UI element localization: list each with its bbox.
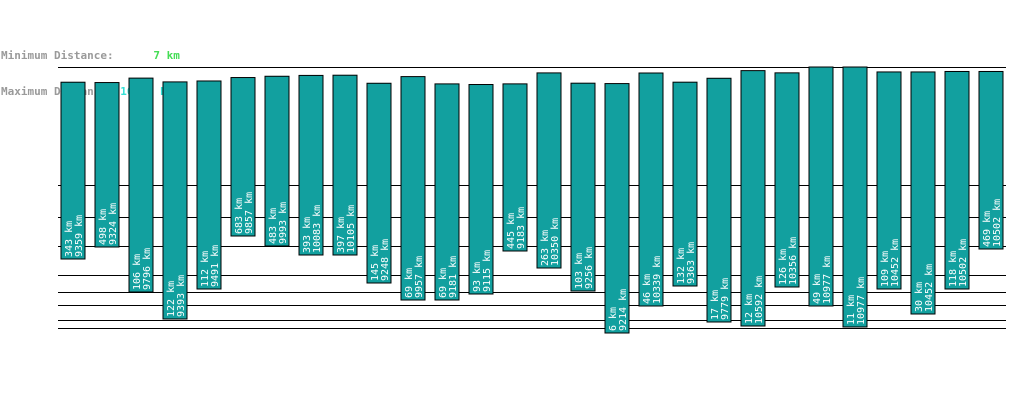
bar-label-primary: 9324 km (108, 203, 119, 245)
bar-label-primary: 10592 km (754, 276, 765, 324)
bar-label-primary: 10977 km (822, 256, 833, 304)
bar (196, 80, 222, 290)
bar (230, 77, 256, 237)
bar-label-secondary: 112 km (200, 251, 211, 287)
bar (910, 71, 936, 315)
bar-label-primary: 9993 km (278, 202, 289, 244)
bar-label-primary: 10452 km (924, 264, 935, 312)
bar-label-primary: 9183 km (516, 207, 527, 249)
bar-label-secondary: 17 km (710, 290, 721, 320)
bar-label-secondary: 263 km (540, 230, 551, 266)
bar (366, 82, 392, 284)
bar-label-primary: 10350 km (550, 218, 561, 266)
bar (842, 66, 868, 328)
bar-label-primary: 10339 km (652, 256, 663, 304)
bar (162, 81, 188, 320)
bar-label-primary: 10083 km (312, 205, 323, 253)
bar-label-primary: 10502 km (958, 239, 969, 287)
bar-label-primary: 9181 km (448, 256, 459, 298)
bar-label-primary: 9256 km (584, 247, 595, 289)
bar-label-secondary: 118 km (948, 251, 959, 287)
bar-label-secondary: 11 km (846, 295, 857, 325)
bar-label-secondary: 483 km (268, 208, 279, 244)
bar (638, 72, 664, 307)
bar-label-secondary: 106 km (132, 254, 143, 290)
bar-label-secondary: 109 km (880, 251, 891, 287)
bar-label-primary: 10105 km (346, 205, 357, 253)
bar (264, 75, 290, 247)
bar (604, 83, 630, 334)
bar-label-secondary: 122 km (166, 281, 177, 317)
bar-label-primary: 9779 km (720, 278, 731, 320)
bar-label-secondary: 343 km (64, 221, 75, 257)
bar-label-secondary: 132 km (676, 248, 687, 284)
bar (706, 77, 732, 323)
bar-label-secondary: 69 km (404, 268, 415, 298)
bar (60, 81, 86, 260)
bar (400, 76, 426, 301)
bar (94, 82, 120, 248)
bar-label-primary: 10502 km (992, 199, 1003, 247)
bar (434, 83, 460, 301)
bar-label-secondary: 145 km (370, 245, 381, 281)
bar (672, 81, 698, 287)
bar-label-secondary: 469 km (982, 211, 993, 247)
bar (774, 72, 800, 288)
bar (570, 82, 596, 292)
bar-label-secondary: 93 km (472, 262, 483, 292)
bar-label-secondary: 69 km (438, 268, 449, 298)
bar (944, 70, 970, 290)
bar-label-primary: 9359 km (74, 215, 85, 257)
bar-label-secondary: 30 km (914, 282, 925, 312)
min-distance-value: 7 km (153, 49, 180, 62)
bar-label-secondary: 393 km (302, 217, 313, 253)
bar (332, 74, 358, 256)
bar (978, 70, 1004, 250)
bar-label-secondary: 46 km (642, 274, 653, 304)
min-distance-row: Minimum Distance: 7 km (1, 50, 180, 62)
bar (536, 72, 562, 269)
bar (468, 84, 494, 295)
bar-label-secondary: 6 km (608, 307, 619, 331)
bar (876, 71, 902, 290)
bar-label-secondary: 397 km (336, 217, 347, 253)
bar-label-primary: 10977 km (856, 277, 867, 325)
bar (128, 77, 154, 293)
bar-label-primary: 10452 km (890, 239, 901, 287)
bar (298, 74, 324, 256)
bar-label-primary: 9796 km (142, 248, 153, 290)
bar-label-secondary: 12 km (744, 294, 755, 324)
bar-label-secondary: 103 km (574, 253, 585, 289)
bar-label-secondary: 445 km (506, 213, 517, 249)
bar-label-secondary: 498 km (98, 209, 109, 245)
bar-label-primary: 9393 km (176, 275, 187, 317)
bar-label-secondary: 126 km (778, 249, 789, 285)
bar (502, 83, 528, 252)
bar-label-secondary: 683 km (234, 198, 245, 234)
bar-label-primary: 9857 km (244, 192, 255, 234)
bar-label-primary: 9115 km (482, 250, 493, 292)
bar-label-primary: 9214 km (618, 289, 629, 331)
bar (740, 70, 766, 327)
bar-label-primary: 9957 km (414, 256, 425, 298)
bar (808, 66, 834, 307)
min-distance-label: Minimum Distance: (1, 49, 114, 62)
bar-label-secondary: 49 km (812, 274, 823, 304)
bar-label-primary: 9363 km (686, 242, 697, 284)
bar-label-primary: 10356 km (788, 237, 799, 285)
bar-label-primary: 9491 km (210, 245, 221, 287)
bar-label-primary: 9248 km (380, 239, 391, 281)
